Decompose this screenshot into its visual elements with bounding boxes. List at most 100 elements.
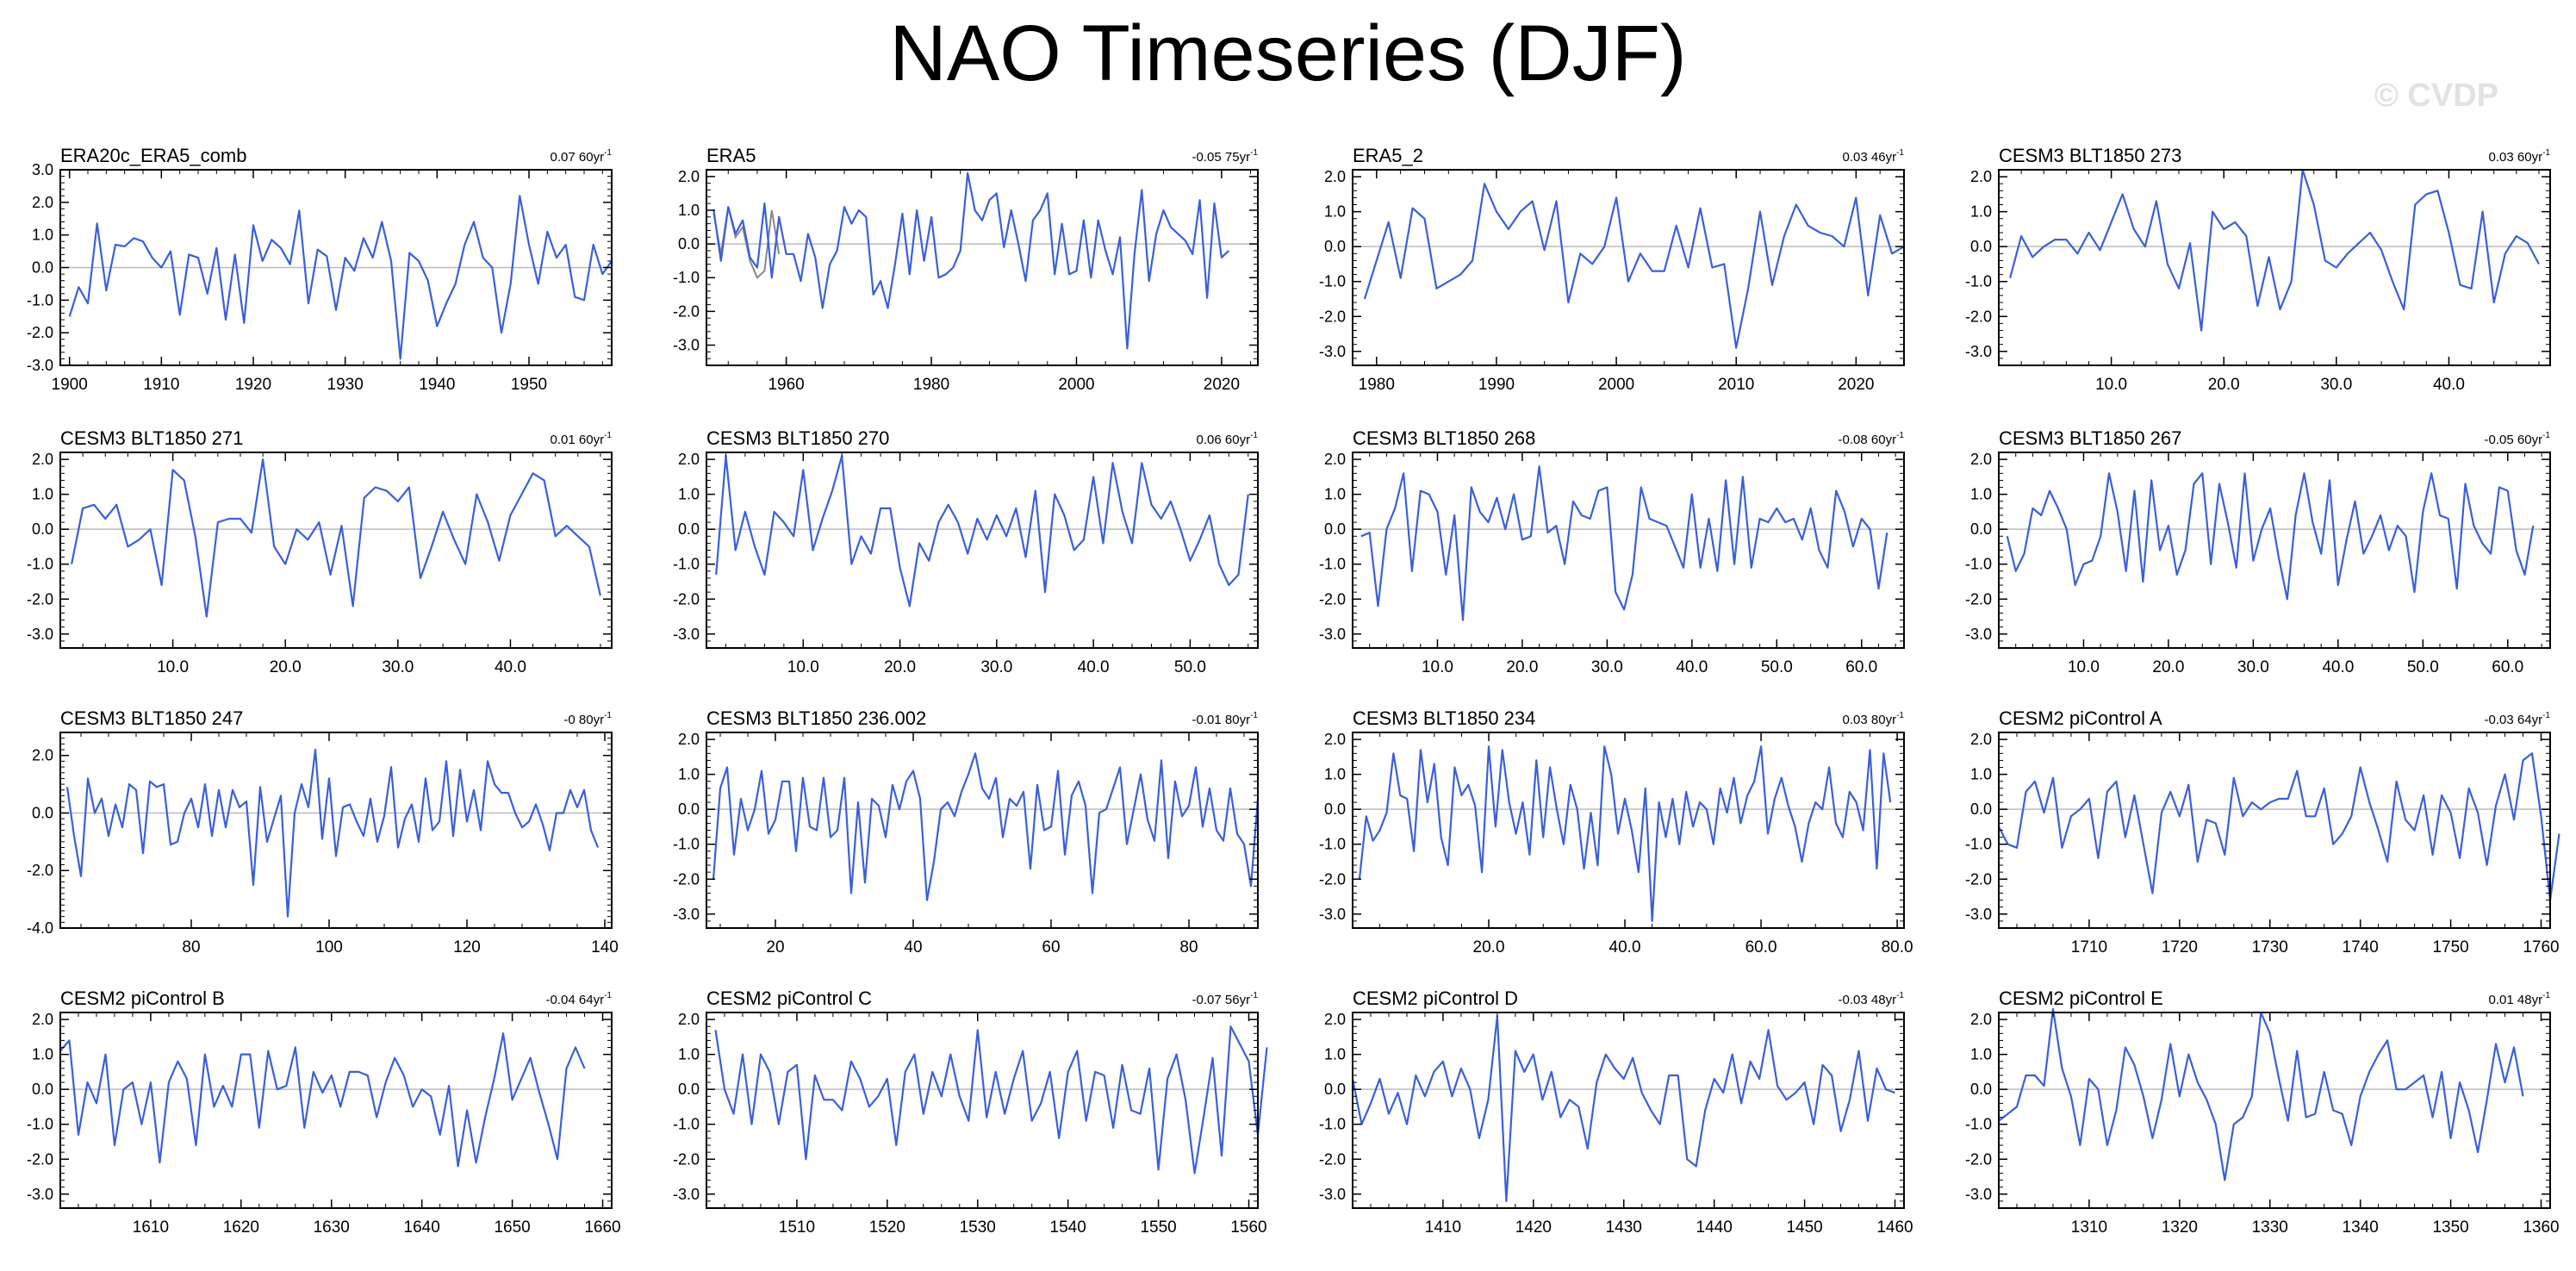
x-tick-label: 1610 (133, 1218, 169, 1237)
y-tick-label: 2.0 (1324, 451, 1346, 468)
x-tick-label: 40.0 (2322, 658, 2354, 676)
y-tick-label: 0.0 (1970, 801, 1992, 818)
y-tick-label: 0.0 (678, 801, 700, 818)
plot-frame (1352, 732, 1905, 929)
panel-title: CESM2 piControl E (1999, 988, 2163, 1009)
y-tick-label: 0.0 (678, 1081, 700, 1098)
trend-label: -0.08 60yr-1 (1839, 431, 1905, 447)
trend-label: -0.05 75yr-1 (1192, 148, 1259, 165)
nao-series-line (1363, 183, 1905, 349)
nao-panel: CESM3 BLT1850 236.002 -0.01 80yr-1 2.0 1.0 0… (673, 707, 1260, 956)
plot-frame (1352, 1012, 1905, 1209)
y-tick-label: 2.0 (678, 1011, 700, 1028)
y-tick-label: 1.0 (1970, 203, 1992, 221)
y-tick-label: 0.0 (1324, 520, 1346, 538)
y-tick-label: -2.0 (27, 590, 53, 607)
nao-series-line (1998, 752, 2560, 901)
y-tick-label: 1.0 (1970, 486, 1992, 503)
y-tick-label: -3.0 (673, 1186, 700, 1203)
y-tick-label: 0.0 (32, 520, 53, 538)
y-tick-label: -2.0 (1319, 308, 1346, 325)
panel-title: CESM3 BLT1850 247 (60, 707, 243, 729)
x-tick-label: 1640 (404, 1218, 440, 1237)
y-tick-label: -3.0 (1965, 906, 1992, 923)
nao-series-line (712, 752, 1260, 901)
y-tick-label: 1.0 (678, 1046, 700, 1063)
panel-title: CESM2 piControl D (1353, 988, 1518, 1009)
y-tick-label: -2.0 (673, 870, 700, 888)
x-tick-label: 1510 (779, 1218, 815, 1237)
y-tick-label: -3.0 (1965, 1186, 1992, 1203)
x-tick-label: 30.0 (382, 658, 414, 676)
y-tick-label: 2.0 (1324, 168, 1346, 185)
y-tick-label: 1.0 (32, 486, 53, 503)
x-tick-label: 1980 (1359, 376, 1395, 394)
x-tick-label: 10.0 (2095, 376, 2127, 394)
nao-panel: CESM3 BLT1850 234 0.03 80yr-1 2.0 1.0 0.0 -1.… (1319, 707, 1913, 956)
x-tick-label: 40.0 (1676, 658, 1708, 676)
x-tick-label: 20.0 (1473, 938, 1505, 956)
y-tick-label: -2.0 (27, 1150, 53, 1168)
x-tick-label: 1550 (1140, 1218, 1176, 1237)
trend-label: -0.07 56yr-1 (1192, 991, 1259, 1007)
x-tick-label: 1520 (869, 1218, 905, 1237)
trend-label: -0 80yr-1 (563, 711, 612, 727)
panel-title: CESM3 BLT1850 271 (60, 427, 243, 449)
plot-frame (1998, 732, 2551, 929)
y-tick-label: 2.0 (1324, 1011, 1346, 1028)
y-tick-label: -1.0 (1319, 273, 1346, 290)
y-tick-label: 1.0 (1970, 766, 1992, 783)
trend-label: -0.04 64yr-1 (546, 991, 613, 1007)
nao-panel: CESM3 BLT1850 273 0.03 60yr-1 2.0 1.0 0.0 -1.… (1965, 145, 2551, 394)
plot-frame (1352, 169, 1905, 366)
y-tick-label: 0.0 (1970, 238, 1992, 255)
x-tick-label: 1420 (1515, 1218, 1552, 1237)
nao-series-line (1360, 465, 1888, 621)
x-tick-label: 1910 (143, 376, 179, 394)
x-tick-label: 1760 (2523, 938, 2559, 956)
y-tick-label: -2.0 (1319, 870, 1346, 888)
x-tick-label: 20.0 (2208, 376, 2240, 394)
x-tick-label: 1310 (2071, 1218, 2107, 1237)
x-tick-label: 1720 (2162, 938, 2198, 956)
y-tick-label: -2.0 (1319, 590, 1346, 607)
y-tick-label: 1.0 (32, 1046, 53, 1063)
plot-frame (1352, 452, 1905, 649)
x-tick-label: 1650 (494, 1218, 530, 1237)
x-tick-label: 20.0 (1506, 658, 1538, 676)
x-tick-label: 1730 (2252, 938, 2288, 956)
plot-frame (706, 732, 1259, 929)
y-tick-label: -3.0 (1319, 626, 1346, 643)
x-tick-label: 120 (453, 938, 481, 956)
nao-series-line (712, 171, 1230, 350)
panel-title: CESM3 BLT1850 234 (1353, 707, 1535, 729)
panel-title: CESM3 BLT1850 268 (1353, 427, 1535, 449)
nao-series-line (714, 1025, 1268, 1174)
y-tick-label: -3.0 (673, 906, 700, 923)
page-title: NAO Timeseries (DJF) (889, 9, 1687, 97)
y-tick-label: 2.0 (32, 451, 53, 468)
x-tick-label: 1750 (2432, 938, 2468, 956)
y-tick-label: -1.0 (673, 556, 700, 573)
trend-label: -0.03 48yr-1 (1839, 991, 1905, 1007)
x-tick-label: 140 (591, 938, 619, 956)
x-tick-label: 60.0 (1745, 938, 1777, 956)
y-tick-label: -1.0 (1965, 273, 1992, 290)
y-tick-label: 2.0 (1970, 731, 1992, 748)
y-tick-label: -2.0 (1965, 590, 1992, 607)
panel-title: CESM2 piControl A (1999, 707, 2162, 729)
plot-frame (59, 1012, 613, 1209)
y-tick-label: -2.0 (1319, 1150, 1346, 1168)
plot-frame (1998, 1012, 2551, 1209)
x-tick-label: 30.0 (2320, 376, 2352, 394)
trend-label: 0.01 48yr-1 (2489, 991, 2551, 1007)
y-tick-label: -2.0 (1965, 1150, 1992, 1168)
nao-panel: CESM2 piControl C -0.07 56yr-1 2.0 1.0 0.0 -1… (673, 988, 1268, 1237)
x-tick-label: 80.0 (1882, 938, 1913, 956)
y-tick-label: 1.0 (678, 202, 700, 219)
y-tick-label: -2.0 (27, 862, 53, 879)
x-tick-label: 20.0 (2152, 658, 2184, 676)
x-tick-label: 20.0 (884, 658, 916, 676)
y-tick-label: -3.0 (27, 357, 53, 374)
x-tick-label: 60 (1042, 938, 1060, 956)
